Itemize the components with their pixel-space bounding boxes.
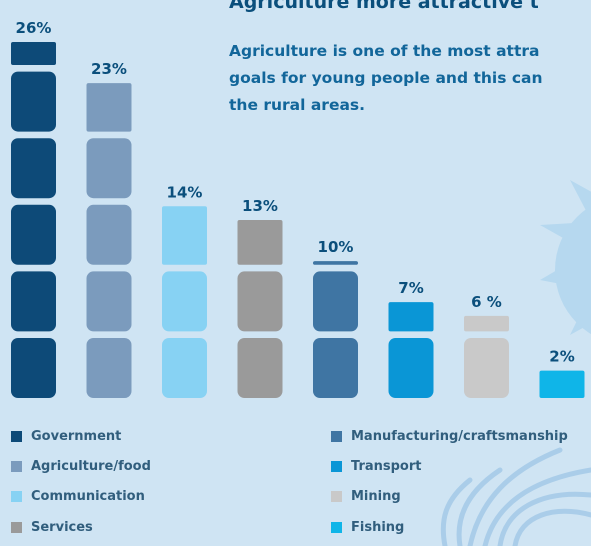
legend-label: Communication xyxy=(31,489,145,504)
legend-swatch xyxy=(331,461,342,472)
bar-segment xyxy=(11,42,56,65)
bar-segment xyxy=(11,138,56,199)
decorative-grass-shape xyxy=(440,447,591,546)
bar-communication xyxy=(162,206,207,398)
legend-item: Services xyxy=(11,520,93,535)
subtext-line: the rural areas. xyxy=(229,96,366,114)
bar-segment xyxy=(86,204,132,265)
bar-transport xyxy=(388,302,434,398)
legend-label: Mining xyxy=(351,489,401,504)
decorative-sun-shape xyxy=(540,180,591,335)
subtext: Agriculture is one of the most attra goa… xyxy=(229,38,591,119)
bar-value-label: 7% xyxy=(398,279,423,297)
subtext-line: Agriculture is one of the most attra xyxy=(229,42,540,60)
legend-swatch xyxy=(331,431,342,442)
bar-value-label: 13% xyxy=(242,197,278,215)
legend-item: Fishing xyxy=(331,520,404,535)
bar-segment xyxy=(237,271,283,332)
bar-segment xyxy=(162,206,207,265)
legend-swatch xyxy=(11,461,22,472)
legend-item: Communication xyxy=(11,489,145,504)
bar-segment xyxy=(11,204,56,265)
bar-segment xyxy=(11,271,56,332)
bar-segment xyxy=(162,271,207,332)
legend-label: Manufacturing/craftsmanship xyxy=(351,429,568,444)
legend-item: Manufacturing/craftsmanship xyxy=(331,429,568,444)
bar-segment xyxy=(237,338,283,398)
bar-value-label: 10% xyxy=(318,238,354,256)
legend-swatch xyxy=(331,522,342,533)
bar-segment xyxy=(11,338,56,398)
bar-segment xyxy=(388,302,434,332)
bar-segment xyxy=(464,315,509,332)
bar-services xyxy=(237,220,283,398)
bar-segment xyxy=(162,338,207,398)
legend-item: Agriculture/food xyxy=(11,459,151,474)
legend-label: Agriculture/food xyxy=(31,459,151,474)
bar-segment xyxy=(313,338,358,398)
legend-swatch xyxy=(331,491,342,502)
legend-item: Mining xyxy=(331,489,401,504)
legend-swatch xyxy=(11,431,22,442)
bar-value-label: 26% xyxy=(16,19,52,37)
legend-swatch xyxy=(11,522,22,533)
bar-segment xyxy=(388,338,434,398)
legend-label: Services xyxy=(31,520,93,535)
bar-segment xyxy=(86,83,132,132)
bar-value-label: 23% xyxy=(91,60,127,78)
bar-segment xyxy=(539,370,585,398)
bar-segment xyxy=(313,261,358,265)
legend-swatch xyxy=(11,491,22,502)
bar-value-label: 6 % xyxy=(471,293,502,311)
bar-agriculture-food xyxy=(86,83,132,398)
legend-label: Fishing xyxy=(351,520,405,535)
bar-segment xyxy=(86,338,132,398)
bar-manufacturing-craftsmanship xyxy=(313,261,358,398)
legend-label: Transport xyxy=(351,459,422,474)
headline: Agriculture more attractive t xyxy=(229,0,539,13)
bar-fishing xyxy=(539,370,585,398)
bar-government xyxy=(11,42,56,398)
subtext-line: goals for young people and this can xyxy=(229,69,543,87)
bar-segment xyxy=(464,338,509,398)
bar-segment xyxy=(237,220,283,265)
legend-item: Government xyxy=(11,429,121,444)
bar-segment xyxy=(86,271,132,332)
bar-segment xyxy=(11,71,56,132)
legend-label: Government xyxy=(31,429,122,444)
bars-layer: 26% 23% 14% 13% 10% 7% 6 % 2% xyxy=(11,19,585,398)
bar-segment xyxy=(313,271,358,332)
legend-item: Transport xyxy=(331,459,421,474)
bar-value-label: 2% xyxy=(549,348,574,366)
bar-value-label: 14% xyxy=(167,183,203,201)
bar-segment xyxy=(86,138,132,199)
bar-mining xyxy=(464,315,509,398)
